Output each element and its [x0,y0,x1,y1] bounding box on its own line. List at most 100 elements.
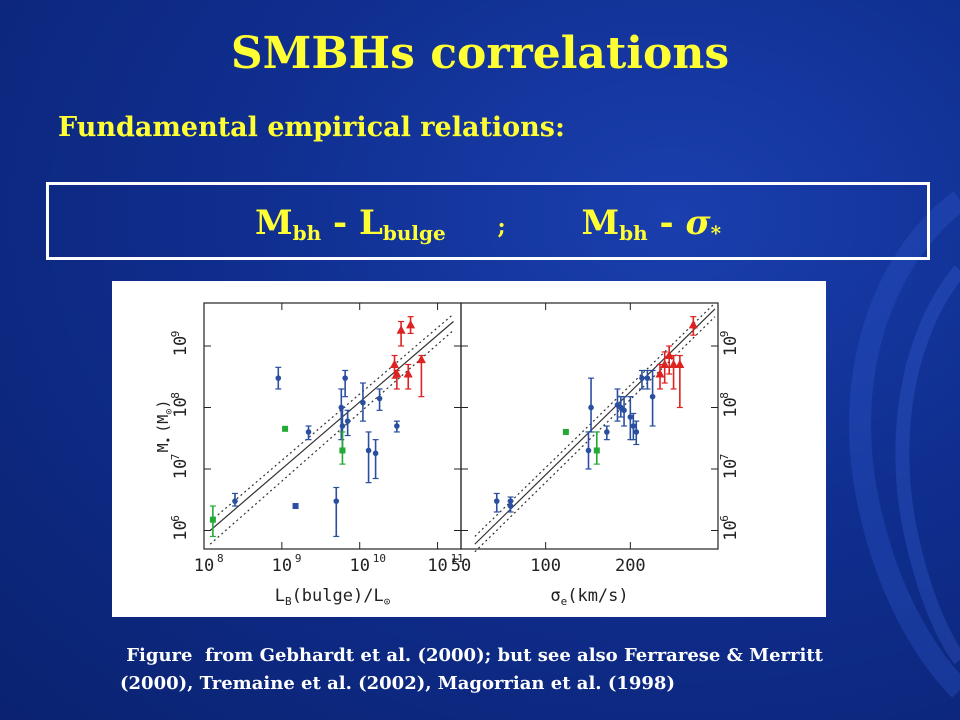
y-tick-label: 10 [721,336,741,356]
x-tick-exponent: 9 [295,552,302,565]
data-point [688,319,698,329]
x-tick-label: 10 [349,556,369,576]
y-tick-label: 10 [721,520,741,540]
x-axis-label: LB(bulge)/L⊙ [275,586,391,608]
mbh-subscript: bh [292,221,322,245]
data-point [390,359,400,368]
data-point [372,450,379,457]
y-tick-exponent: 9 [718,331,731,338]
scatter-band-line [209,329,454,545]
data-point [655,369,665,378]
data-point [562,428,569,435]
x-tick-label: 10 [427,556,447,576]
data-point [630,423,637,429]
x-axis-label: σe(km/s) [550,586,628,608]
mbh-symbol: M [254,203,293,243]
relations-formula: Mbh - Lbulge ; Mbh - σ* [49,203,927,245]
data-point [593,447,600,454]
y-tick-exponent: 8 [718,392,731,399]
data-point [649,393,656,400]
x-tick-label: 100 [530,556,561,576]
slide-subtitle: Fundamental empirical relations: [58,112,565,143]
data-point [360,399,366,406]
bulge-subscript: bulge [382,221,446,245]
data-point [282,425,289,432]
data-point [639,375,645,381]
x-tick-exponent: 10 [373,552,386,565]
data-point [396,325,406,334]
data-point [209,516,216,523]
x-tick-label: 200 [615,556,646,576]
sigma-symbol: σ [685,203,711,243]
scatter-band-line [209,313,454,522]
y-axis-label: M•(M⊙) [154,400,175,453]
dash: - [332,203,348,243]
data-point [403,369,413,378]
y-tick-label: 10 [171,397,191,417]
data-point [394,423,400,429]
chart-1: 10 8 10 9 10 10 10 11106107108109LB(bulge)/L⊙M•… [154,302,464,608]
data-point [588,404,594,411]
data-point [365,447,372,454]
slide-title: SMBHs correlations [230,28,730,79]
data-point [585,447,592,454]
data-point [333,498,340,504]
y-tick-exponent: 7 [169,454,182,461]
data-point [675,359,685,368]
fit-line [209,321,454,531]
dash-right: - [659,203,674,243]
y-tick-exponent: 6 [718,515,731,522]
data-point [507,498,514,504]
mbh-subscript-right: bh [619,221,648,245]
scatter-figure: 10 8 10 9 10 10 10 11106107108109LB(bulge)/L⊙M•… [154,302,741,608]
l-symbol: L [358,203,383,243]
scatter-band-line [474,316,716,553]
caption-line-2: (2000), Tremaine et al. (2002), Magorria… [120,673,675,694]
data-point [305,429,312,435]
data-point [339,447,346,454]
background-swirl [849,191,960,698]
data-point [344,418,351,424]
x-tick-label: 50 [451,556,471,576]
x-tick-exponent: 11 [451,552,464,565]
figure-panel: 10 8 10 9 10 10 10 11 10 6 10 7 10 8 10 9 LB(bulge)/L⊙ M•… [112,281,826,617]
y-tick-exponent: 8 [169,392,182,399]
data-point [621,407,627,414]
y-tick-exponent: 6 [169,515,182,522]
data-point [604,429,610,435]
data-point [660,359,670,368]
data-point [392,369,402,378]
relations-box: Mbh - Lbulge ; Mbh - σ* [46,182,930,260]
sigma-subscript: * [710,221,722,245]
data-point [275,375,282,381]
data-point [493,498,500,504]
y-tick-label: 10 [721,397,741,417]
data-point [342,375,348,381]
data-point [406,319,416,329]
x-tick-exponent: 8 [217,552,224,565]
scatter-band-line [474,302,716,537]
mbh-symbol-right: M [581,203,620,243]
data-point [232,498,238,504]
data-point [669,359,679,368]
y-tick-label: 10 [171,520,191,540]
y-tick-exponent: 9 [169,331,182,338]
data-point [376,395,383,402]
data-point [644,375,651,381]
fit-line [474,308,716,545]
data-point [633,429,640,435]
y-tick-exponent: 7 [718,454,731,461]
x-tick-label: 10 [272,556,292,576]
x-tick-label: 10 [194,556,214,576]
data-point [416,354,426,364]
data-point [292,503,299,510]
plot-frame [460,302,719,550]
separator: ; [497,214,506,240]
figure-caption: Figure from Gebhardt et al. (2000); but … [120,642,840,698]
y-tick-label: 10 [721,459,741,479]
y-tick-label: 10 [171,459,191,479]
y-tick-label: 10 [171,336,191,356]
data-point [664,350,674,360]
caption-line-1: Figure from Gebhardt et al. (2000); but … [120,645,823,666]
